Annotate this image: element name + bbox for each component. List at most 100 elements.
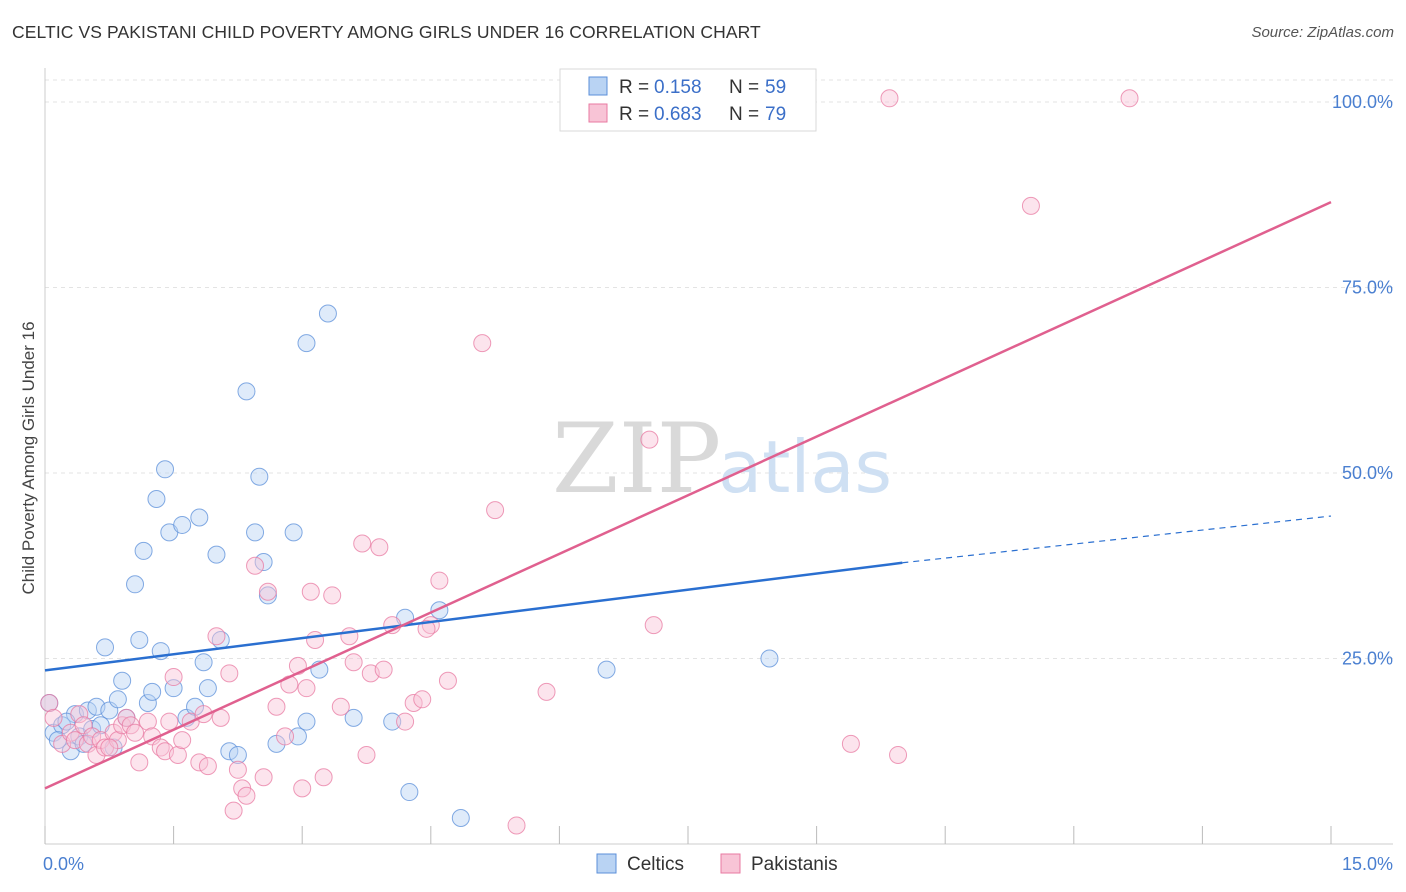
point-pakistanis-46 — [314, 768, 333, 787]
point-celtics-37 — [258, 586, 277, 605]
point-celtics-51 — [760, 649, 779, 668]
trend-line-celtics — [44, 561, 903, 672]
point-celtics-27 — [194, 653, 213, 672]
point-pakistanis-57 — [396, 712, 415, 731]
point-pakistanis-51 — [353, 534, 372, 553]
legend-swatch-celtics — [588, 76, 608, 96]
series-swatch-celtics — [596, 853, 617, 874]
point-pakistanis-33 — [228, 760, 247, 779]
point-pakistanis-44 — [301, 582, 320, 601]
point-pakistanis-65 — [507, 816, 526, 835]
point-celtics-56 — [143, 682, 162, 701]
point-pakistanis-19 — [138, 712, 157, 731]
chart-title: CELTIC VS PAKISTANI CHILD POVERTY AMONG … — [12, 22, 761, 42]
point-pakistanis-72 — [1021, 196, 1040, 215]
x-tick-labels: 0.0% 15.0% — [43, 854, 1393, 874]
x-tick-label-0: 0.0% — [43, 854, 84, 874]
series-label-celtics: Celtics — [627, 854, 684, 875]
point-celtics-36 — [254, 553, 273, 572]
y-tick-labels: 25.0% 50.0% 75.0% 100.0% — [1332, 92, 1393, 669]
point-pakistanis-1 — [44, 708, 63, 727]
legend-n-label-1: N = — [729, 77, 759, 98]
point-pakistanis-29 — [198, 757, 217, 776]
point-pakistanis-58 — [404, 694, 423, 713]
point-pakistanis-59 — [413, 690, 432, 709]
point-pakistanis-52 — [357, 745, 376, 764]
point-celtics-16 — [134, 541, 153, 560]
point-pakistanis-74 — [224, 801, 243, 820]
point-celtics-20 — [156, 460, 175, 479]
point-pakistanis-27 — [190, 753, 209, 772]
point-celtics-31 — [220, 742, 239, 761]
point-pakistanis-55 — [374, 660, 393, 679]
y-tick-label-2: 75.0% — [1342, 278, 1393, 298]
point-celtics-34 — [246, 523, 265, 542]
point-pakistanis-40 — [276, 727, 295, 746]
trend-line-pakistanis — [44, 201, 1332, 790]
trend-line-celtics-extension — [902, 515, 1332, 564]
legend-box: R = 0.158 N = 59 R = 0.683 N = 79 — [559, 68, 817, 132]
point-celtics-14 — [126, 575, 145, 594]
point-celtics-11 — [108, 690, 127, 709]
source-label: Source: ZipAtlas.com — [1251, 24, 1394, 41]
y-tick-label-1: 50.0% — [1342, 463, 1393, 483]
point-pakistanis-32 — [220, 664, 239, 683]
point-pakistanis-23 — [164, 668, 183, 687]
point-celtics-33 — [237, 382, 256, 401]
point-celtics-49 — [451, 809, 470, 828]
point-pakistanis-35 — [237, 786, 256, 805]
point-celtics-6 — [78, 701, 97, 720]
point-celtics-50 — [597, 660, 616, 679]
grid-lines — [45, 79, 1393, 659]
point-celtics-28 — [198, 679, 217, 698]
legend-r-label-2: R = — [619, 104, 649, 125]
series-legend: Celtics Pakistanis — [596, 853, 838, 875]
point-pakistanis-17 — [126, 723, 145, 742]
point-pakistanis-18 — [130, 753, 149, 772]
watermark: ZIP atlas — [552, 403, 892, 515]
trend-lines — [44, 201, 1332, 790]
legend-r-label-1: R = — [619, 77, 649, 98]
point-pakistanis-45 — [306, 630, 325, 649]
x-tick-label-1: 15.0% — [1342, 854, 1393, 874]
point-celtics-29 — [207, 545, 226, 564]
point-pakistanis-0 — [40, 694, 59, 713]
point-pakistanis-48 — [331, 697, 350, 716]
point-pakistanis-30 — [207, 627, 226, 646]
point-pakistanis-50 — [344, 653, 363, 672]
point-pakistanis-69 — [841, 734, 860, 753]
point-celtics-17 — [138, 694, 157, 713]
y-tick-label-3: 100.0% — [1332, 92, 1393, 112]
point-pakistanis-43 — [293, 779, 312, 798]
point-celtics-12 — [113, 671, 132, 690]
legend-r-value-1: 0.158 — [654, 77, 702, 98]
point-celtics-18 — [147, 489, 166, 508]
y-tick-label-0: 25.0% — [1342, 649, 1393, 669]
point-pakistanis-37 — [254, 768, 273, 787]
legend-n-value-1: 59 — [765, 77, 786, 98]
series-swatch-pakistanis — [720, 853, 741, 874]
point-pakistanis-63 — [473, 334, 492, 353]
point-pakistanis-78 — [417, 619, 436, 638]
point-celtics-23 — [173, 515, 192, 534]
point-celtics-45 — [383, 712, 402, 731]
point-pakistanis-66 — [537, 682, 556, 701]
point-pakistanis-73 — [1120, 89, 1139, 108]
point-pakistanis-47 — [323, 586, 342, 605]
point-celtics-40 — [297, 712, 316, 731]
point-pakistanis-77 — [297, 679, 316, 698]
point-pakistanis-36 — [246, 556, 265, 575]
watermark-atlas: atlas — [718, 425, 892, 509]
legend-n-label-2: N = — [729, 104, 759, 125]
legend-swatch-pakistanis — [588, 103, 608, 123]
point-pakistanis-61 — [430, 571, 449, 590]
point-celtics-39 — [288, 727, 307, 746]
point-pakistanis-70 — [880, 89, 899, 108]
point-celtics-35 — [250, 467, 269, 486]
legend-n-value-2: 79 — [765, 104, 786, 125]
point-pakistanis-39 — [267, 697, 286, 716]
point-pakistanis-67 — [640, 430, 659, 449]
point-pakistanis-62 — [438, 671, 457, 690]
point-celtics-26 — [190, 508, 209, 527]
point-celtics-41 — [297, 334, 316, 353]
